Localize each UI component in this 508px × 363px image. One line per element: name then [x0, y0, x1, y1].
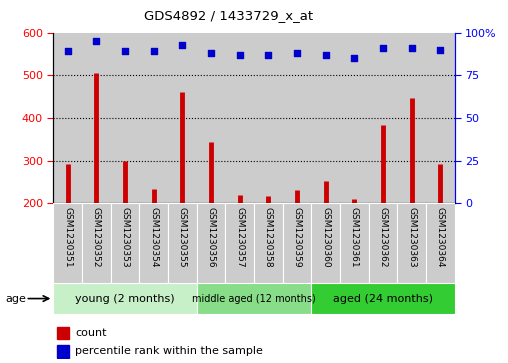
Point [207, 50, 215, 56]
Point [322, 52, 330, 58]
Bar [282, 203, 311, 283]
Text: GSM1230359: GSM1230359 [293, 207, 302, 268]
Bar [139, 33, 168, 203]
Text: GSM1230360: GSM1230360 [321, 207, 330, 268]
Bar [340, 33, 369, 203]
Text: GSM1230353: GSM1230353 [120, 207, 130, 268]
Point [92, 38, 101, 44]
Bar [53, 283, 197, 314]
Point [351, 55, 359, 61]
Bar [282, 33, 311, 203]
Text: GSM1230352: GSM1230352 [92, 207, 101, 268]
Point [178, 42, 186, 48]
Text: GSM1230357: GSM1230357 [235, 207, 244, 268]
Point [436, 47, 444, 53]
Point [293, 50, 301, 56]
Text: age: age [5, 294, 26, 303]
Bar [82, 33, 111, 203]
Bar [369, 203, 397, 283]
Bar [311, 203, 340, 283]
Text: GSM1230354: GSM1230354 [149, 207, 158, 268]
Text: GSM1230356: GSM1230356 [206, 207, 215, 268]
Bar [397, 33, 426, 203]
Text: GDS4892 / 1433729_x_at: GDS4892 / 1433729_x_at [144, 9, 313, 22]
Bar [168, 33, 197, 203]
Bar [254, 203, 282, 283]
Text: aged (24 months): aged (24 months) [333, 294, 433, 303]
Text: GSM1230361: GSM1230361 [350, 207, 359, 268]
Point [150, 49, 158, 54]
Text: GSM1230358: GSM1230358 [264, 207, 273, 268]
Text: young (2 months): young (2 months) [75, 294, 175, 303]
Bar [426, 33, 455, 203]
Bar [226, 33, 254, 203]
Point [264, 52, 272, 58]
Bar [53, 33, 82, 203]
Point [64, 49, 72, 54]
Text: middle aged (12 months): middle aged (12 months) [192, 294, 316, 303]
Point [379, 45, 387, 51]
Point [407, 45, 416, 51]
Text: GSM1230363: GSM1230363 [407, 207, 416, 268]
Bar [82, 203, 111, 283]
Bar [197, 33, 226, 203]
Bar [397, 203, 426, 283]
Text: GSM1230351: GSM1230351 [63, 207, 72, 268]
Text: percentile rank within the sample: percentile rank within the sample [75, 346, 263, 356]
Bar [57, 345, 70, 358]
Text: count: count [75, 328, 107, 338]
Bar [111, 33, 139, 203]
Text: GSM1230362: GSM1230362 [378, 207, 388, 268]
Text: GSM1230355: GSM1230355 [178, 207, 187, 268]
Point [236, 52, 244, 58]
Bar [340, 203, 369, 283]
Bar [197, 203, 226, 283]
Bar [426, 203, 455, 283]
Bar [226, 203, 254, 283]
Bar [311, 33, 340, 203]
Bar [369, 33, 397, 203]
Bar [168, 203, 197, 283]
Bar [197, 283, 311, 314]
Text: GSM1230364: GSM1230364 [436, 207, 445, 268]
Bar [111, 203, 139, 283]
Bar [139, 203, 168, 283]
Bar [57, 327, 70, 339]
Bar [53, 203, 82, 283]
Point [121, 49, 129, 54]
Bar [254, 33, 282, 203]
Bar [311, 283, 455, 314]
